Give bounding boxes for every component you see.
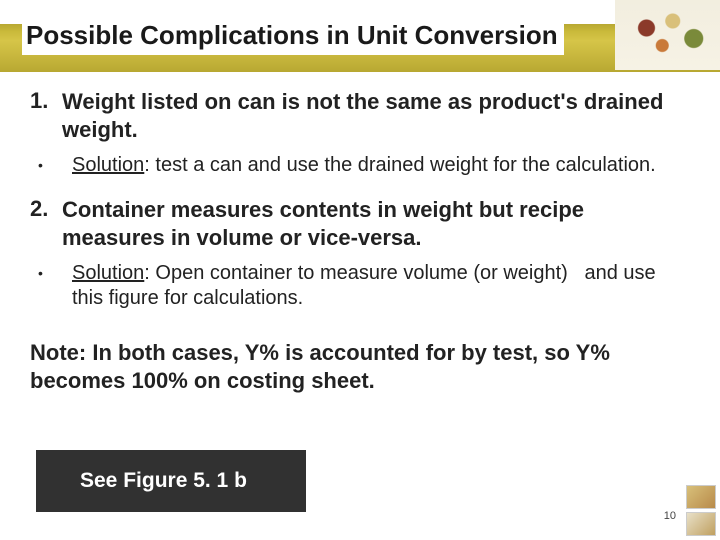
solution-label: Solution bbox=[72, 154, 144, 176]
solution-item: • Solution: Open container to measure vo… bbox=[38, 261, 690, 311]
solution-label: Solution bbox=[72, 262, 144, 284]
footer-text: See Figure 5. 1 b bbox=[36, 469, 247, 493]
list-item: 2. Container measures contents in weight… bbox=[30, 196, 690, 251]
corner-thumbnails bbox=[686, 482, 716, 536]
item-number: 2. bbox=[30, 196, 62, 251]
list-item: 1. Weight listed on can is not the same … bbox=[30, 88, 690, 143]
corner-food-image bbox=[615, 0, 720, 70]
slide: Possible Complications in Unit Conversio… bbox=[0, 0, 720, 540]
thumbnail-image bbox=[686, 485, 716, 509]
solution-body: : Open container to measure volume (or w… bbox=[72, 262, 656, 309]
slide-title: Possible Complications in Unit Conversio… bbox=[26, 20, 558, 50]
body-content: 1. Weight listed on can is not the same … bbox=[30, 88, 690, 394]
solution-item: • Solution: test a can and use the drain… bbox=[38, 153, 690, 178]
solution-text: Solution: Open container to measure volu… bbox=[72, 261, 690, 311]
item-number: 1. bbox=[30, 88, 62, 143]
bullet-dot: • bbox=[38, 153, 72, 178]
item-problem: Weight listed on can is not the same as … bbox=[62, 88, 690, 143]
footer-callout: See Figure 5. 1 b bbox=[36, 450, 306, 512]
title-wrap: Possible Complications in Unit Conversio… bbox=[22, 16, 564, 55]
thumbnail-image bbox=[686, 512, 716, 536]
solution-body: : test a can and use the drained weight … bbox=[144, 154, 655, 176]
note-text: Note: In both cases, Y% is accounted for… bbox=[30, 339, 690, 394]
item-problem: Container measures contents in weight bu… bbox=[62, 196, 690, 251]
solution-text: Solution: test a can and use the drained… bbox=[72, 153, 656, 178]
bullet-dot: • bbox=[38, 261, 72, 311]
page-number: 10 bbox=[664, 510, 676, 522]
